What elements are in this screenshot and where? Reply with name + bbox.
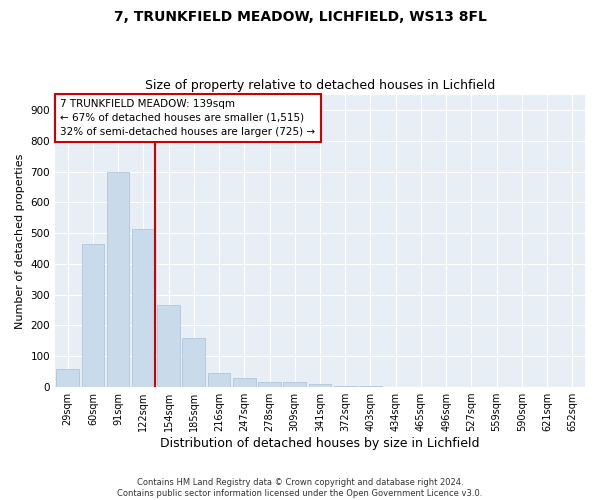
Bar	[283, 382, 306, 387]
Bar	[56, 368, 79, 387]
Bar	[182, 338, 205, 387]
Bar	[233, 378, 256, 387]
Bar	[107, 172, 130, 387]
Bar	[157, 306, 180, 387]
Bar	[308, 384, 331, 387]
Text: 7 TRUNKFIELD MEADOW: 139sqm
← 67% of detached houses are smaller (1,515)
32% of : 7 TRUNKFIELD MEADOW: 139sqm ← 67% of det…	[61, 99, 316, 137]
Text: Contains HM Land Registry data © Crown copyright and database right 2024.
Contai: Contains HM Land Registry data © Crown c…	[118, 478, 482, 498]
Text: 7, TRUNKFIELD MEADOW, LICHFIELD, WS13 8FL: 7, TRUNKFIELD MEADOW, LICHFIELD, WS13 8F…	[113, 10, 487, 24]
Bar	[258, 382, 281, 387]
Bar	[334, 386, 356, 387]
Title: Size of property relative to detached houses in Lichfield: Size of property relative to detached ho…	[145, 79, 495, 92]
Bar	[132, 228, 155, 387]
Y-axis label: Number of detached properties: Number of detached properties	[15, 153, 25, 328]
Bar	[359, 386, 382, 387]
Bar	[82, 244, 104, 387]
X-axis label: Distribution of detached houses by size in Lichfield: Distribution of detached houses by size …	[160, 437, 480, 450]
Bar	[208, 373, 230, 387]
